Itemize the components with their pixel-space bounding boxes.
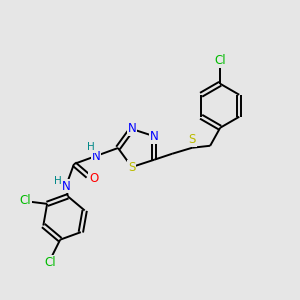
Text: Cl: Cl bbox=[44, 256, 56, 269]
Text: H: H bbox=[87, 142, 95, 152]
Text: O: O bbox=[89, 172, 99, 184]
Text: N: N bbox=[92, 149, 100, 163]
Text: S: S bbox=[128, 160, 136, 173]
Text: N: N bbox=[150, 130, 159, 143]
Text: Cl: Cl bbox=[19, 194, 31, 207]
Text: Cl: Cl bbox=[214, 54, 226, 67]
Text: H: H bbox=[54, 176, 62, 186]
Text: N: N bbox=[128, 122, 136, 136]
Text: N: N bbox=[61, 179, 70, 193]
Text: S: S bbox=[188, 133, 196, 146]
